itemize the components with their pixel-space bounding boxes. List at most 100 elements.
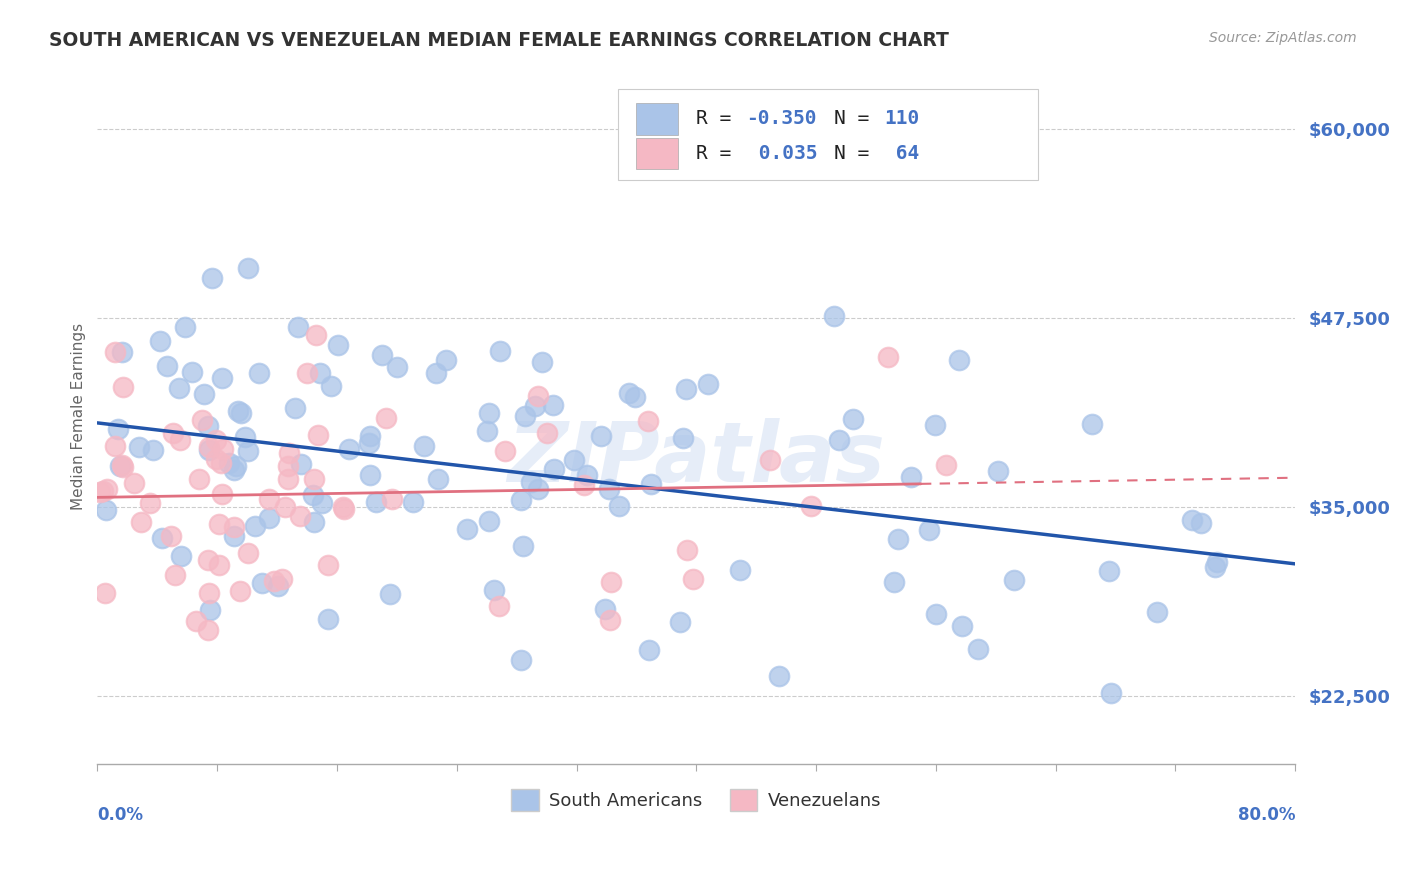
Text: 0.035: 0.035 <box>747 144 817 163</box>
Point <box>918 523 941 537</box>
Point <box>287 319 309 334</box>
Point <box>512 539 534 553</box>
Point <box>218 456 240 470</box>
Point <box>277 472 299 486</box>
Point <box>488 599 510 613</box>
Text: 110: 110 <box>884 109 920 128</box>
Point <box>197 586 219 600</box>
Point <box>413 439 436 453</box>
Point <box>617 385 640 400</box>
Point <box>96 503 118 517</box>
Point <box>111 458 134 473</box>
Point <box>600 574 623 589</box>
Point <box>163 568 186 582</box>
Point <box>198 603 221 617</box>
Point <box>482 582 505 597</box>
Point <box>152 531 174 545</box>
Point <box>887 532 910 546</box>
Point <box>167 381 190 395</box>
Point <box>110 345 132 359</box>
Point <box>1189 516 1212 531</box>
Point <box>247 366 270 380</box>
Point <box>104 344 127 359</box>
Point <box>229 405 252 419</box>
Point <box>96 482 118 496</box>
Point <box>191 413 214 427</box>
Point <box>425 366 447 380</box>
Point <box>591 429 613 443</box>
Point <box>197 553 219 567</box>
Point <box>332 501 354 516</box>
Point <box>170 549 193 563</box>
Point <box>274 500 297 514</box>
Point <box>950 619 973 633</box>
Text: R =: R = <box>696 144 744 163</box>
Point <box>543 462 565 476</box>
Point <box>107 422 129 436</box>
Point <box>488 343 510 358</box>
Point <box>380 587 402 601</box>
Point <box>1204 560 1226 574</box>
Point <box>236 546 259 560</box>
Point <box>599 613 621 627</box>
Point <box>222 463 245 477</box>
Point <box>267 579 290 593</box>
Point <box>104 439 127 453</box>
Point <box>375 410 398 425</box>
Text: 0.0%: 0.0% <box>97 806 143 824</box>
Point <box>575 467 598 482</box>
Point <box>562 453 585 467</box>
Point <box>531 355 554 369</box>
Point <box>311 495 333 509</box>
Point <box>278 446 301 460</box>
Point <box>925 607 948 621</box>
Point <box>328 338 350 352</box>
Point <box>128 440 150 454</box>
Point <box>187 472 209 486</box>
Point <box>316 558 339 572</box>
Point <box>697 377 720 392</box>
Point <box>1099 686 1122 700</box>
Point <box>205 433 228 447</box>
Point <box>877 350 900 364</box>
Point <box>259 510 281 524</box>
Point <box>1146 605 1168 619</box>
Point <box>337 442 360 457</box>
Point <box>129 515 152 529</box>
Point <box>233 430 256 444</box>
Point <box>359 428 381 442</box>
Point <box>823 310 845 324</box>
Point <box>138 496 160 510</box>
Point <box>238 261 260 276</box>
Point <box>494 443 516 458</box>
Point <box>524 399 547 413</box>
Point <box>935 458 957 472</box>
Point <box>149 334 172 348</box>
Point <box>520 475 543 489</box>
Text: Source: ZipAtlas.com: Source: ZipAtlas.com <box>1209 31 1357 45</box>
Point <box>527 389 550 403</box>
Point <box>387 359 409 374</box>
Y-axis label: Median Female Earnings: Median Female Earnings <box>72 323 86 510</box>
Point <box>142 442 165 457</box>
Point <box>640 477 662 491</box>
Point <box>112 460 135 475</box>
Point <box>212 442 235 456</box>
Point <box>207 517 229 532</box>
Point <box>211 487 233 501</box>
Text: ZIPatlas: ZIPatlas <box>508 417 886 499</box>
Point <box>637 414 659 428</box>
Point <box>380 491 402 506</box>
Text: N =: N = <box>834 109 882 128</box>
Point <box>229 583 252 598</box>
Point <box>89 484 111 499</box>
Point <box>672 431 695 445</box>
Point <box>197 440 219 454</box>
Point <box>207 558 229 573</box>
Point <box>321 379 343 393</box>
Point <box>304 472 326 486</box>
Point <box>730 563 752 577</box>
Point <box>224 520 246 534</box>
Text: SOUTH AMERICAN VS VENEZUELAN MEDIAN FEMALE EARNINGS CORRELATION CHART: SOUTH AMERICAN VS VENEZUELAN MEDIAN FEMA… <box>49 31 949 50</box>
Point <box>841 411 863 425</box>
